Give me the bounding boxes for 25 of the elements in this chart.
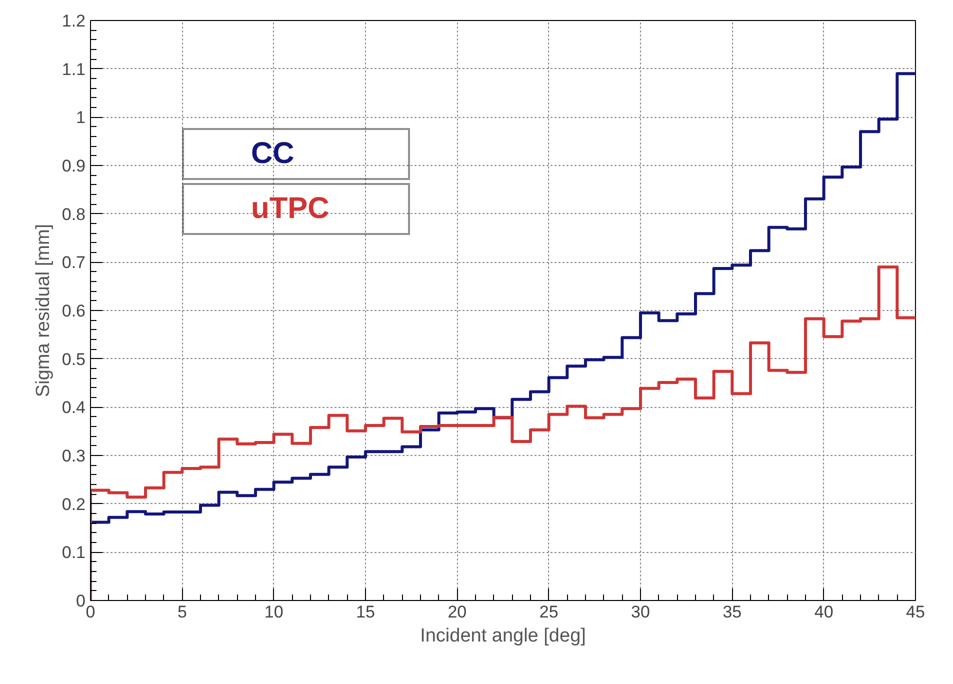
x-tick-label: 40	[814, 602, 834, 622]
y-tick-label: 0.9	[62, 156, 86, 176]
y-tick-label: 0.8	[62, 204, 86, 224]
x-tick-label: 45	[906, 602, 925, 622]
x-tick-label: 35	[722, 602, 742, 622]
y-tick-label: 1.1	[62, 60, 86, 79]
y-tick-label: 1	[76, 108, 86, 128]
x-tick-label: 15	[356, 602, 375, 622]
text: CC	[251, 137, 296, 171]
y-tick-label: 0.4	[62, 398, 86, 418]
y-tick-label: 0.2	[62, 494, 86, 514]
x-tick-label: 20	[448, 602, 467, 622]
y-tick-label: 0.6	[62, 302, 86, 320]
y-tick-label: 1.2	[62, 12, 86, 30]
x-axis-title: Incident angle [deg]	[420, 626, 586, 646]
text: uTPC	[251, 192, 330, 226]
y-axis-title: Sigma residual [mm]	[32, 224, 54, 398]
y-tick-label: 0.7	[62, 253, 86, 272]
x-tick-label: 25	[539, 602, 558, 622]
x-tick-label: 5	[177, 602, 187, 622]
x-tick-label: 30	[631, 602, 650, 622]
y-tick-label: 0.3	[62, 446, 86, 466]
x-tick-label: 10	[264, 602, 284, 622]
y-tick-label: 0.1	[62, 543, 86, 562]
y-tick-label: 0.5	[62, 350, 86, 369]
